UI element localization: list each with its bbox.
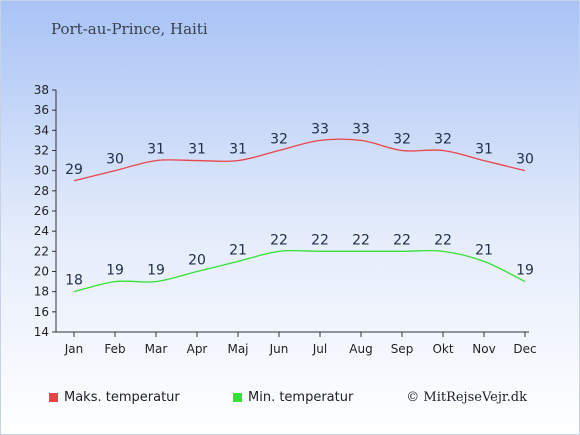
y-tick-label: 18	[34, 285, 49, 299]
y-tick-label: 32	[34, 144, 49, 158]
min-value-label: 22	[393, 232, 411, 248]
legend-item-min: Min. temperatur	[233, 390, 353, 405]
axes: 14 16 18 20 22 24 26 28 30 32 34 36 38 Jan Feb Mar Apr Ma…	[34, 83, 537, 356]
y-tick-label: 34	[34, 123, 49, 137]
min-value-label: 21	[475, 242, 493, 258]
x-tick-label: Maj	[227, 342, 248, 356]
min-value-label: 22	[434, 232, 452, 248]
min-value-label: 19	[516, 263, 534, 279]
min-value-label: 22	[270, 232, 288, 248]
max-value-label: 30	[516, 152, 534, 168]
x-tick-label: Jan	[64, 342, 84, 356]
x-tick-label: Nov	[472, 342, 495, 356]
max-value-label: 31	[475, 142, 493, 158]
x-tick-label: Mar	[145, 342, 168, 356]
legend-item-max: Maks. temperatur	[49, 390, 180, 405]
x-tick-label: Jun	[269, 342, 289, 356]
min-value-label: 21	[229, 242, 247, 258]
y-tick-label: 20	[34, 265, 49, 279]
x-tick-label: Jul	[312, 342, 327, 356]
credit-text: © MitRejseVejr.dk	[406, 390, 527, 405]
x-tick-label: Feb	[104, 342, 125, 356]
max-value-label: 32	[270, 132, 288, 148]
max-value-label: 32	[393, 132, 411, 148]
min-value-label: 22	[352, 232, 370, 248]
x-tick-label: Okt	[432, 342, 453, 356]
y-tick-label: 30	[34, 164, 49, 178]
y-tick-label: 14	[34, 325, 49, 339]
y-tick-label: 28	[34, 184, 49, 198]
data-labels: 29 30 31 31 31 32 33 33 32 32 31 30 18 19 19 20 21 22 22 22…	[65, 121, 534, 288]
max-value-label: 33	[352, 121, 370, 137]
chart-title: Port-au-Prince, Haiti	[51, 20, 208, 38]
min-value-label: 19	[106, 263, 124, 279]
y-tick-label: 22	[34, 244, 49, 258]
max-value-label: 32	[434, 132, 452, 148]
x-tick-label: Aug	[349, 342, 372, 356]
max-temperature-line	[73, 138, 526, 182]
max-value-label: 31	[188, 142, 206, 158]
y-tick-label: 38	[34, 83, 49, 97]
min-value-label: 19	[147, 263, 165, 279]
x-tick-label: Dec	[513, 342, 536, 356]
x-tick-label: Sep	[391, 342, 414, 356]
max-value-label: 29	[65, 162, 83, 178]
min-value-label: 20	[188, 253, 206, 269]
legend-label-min: Min. temperatur	[248, 390, 354, 405]
y-tick-label: 24	[34, 224, 49, 238]
legend-label-max: Maks. temperatur	[64, 390, 180, 405]
max-value-label: 33	[311, 121, 329, 137]
legend-swatch-min	[233, 393, 242, 402]
min-value-label: 22	[311, 232, 329, 248]
y-tick-label: 26	[34, 204, 49, 218]
min-value-label: 18	[65, 273, 83, 289]
max-value-label: 31	[229, 142, 247, 158]
y-tick-label: 16	[34, 305, 49, 319]
max-value-label: 31	[147, 142, 165, 158]
min-temperature-line	[73, 249, 526, 293]
series-lines	[73, 138, 526, 293]
legend-swatch-max	[49, 393, 58, 402]
y-tick-label: 36	[34, 103, 49, 117]
x-tick-label: Apr	[187, 342, 208, 356]
max-value-label: 30	[106, 152, 124, 168]
